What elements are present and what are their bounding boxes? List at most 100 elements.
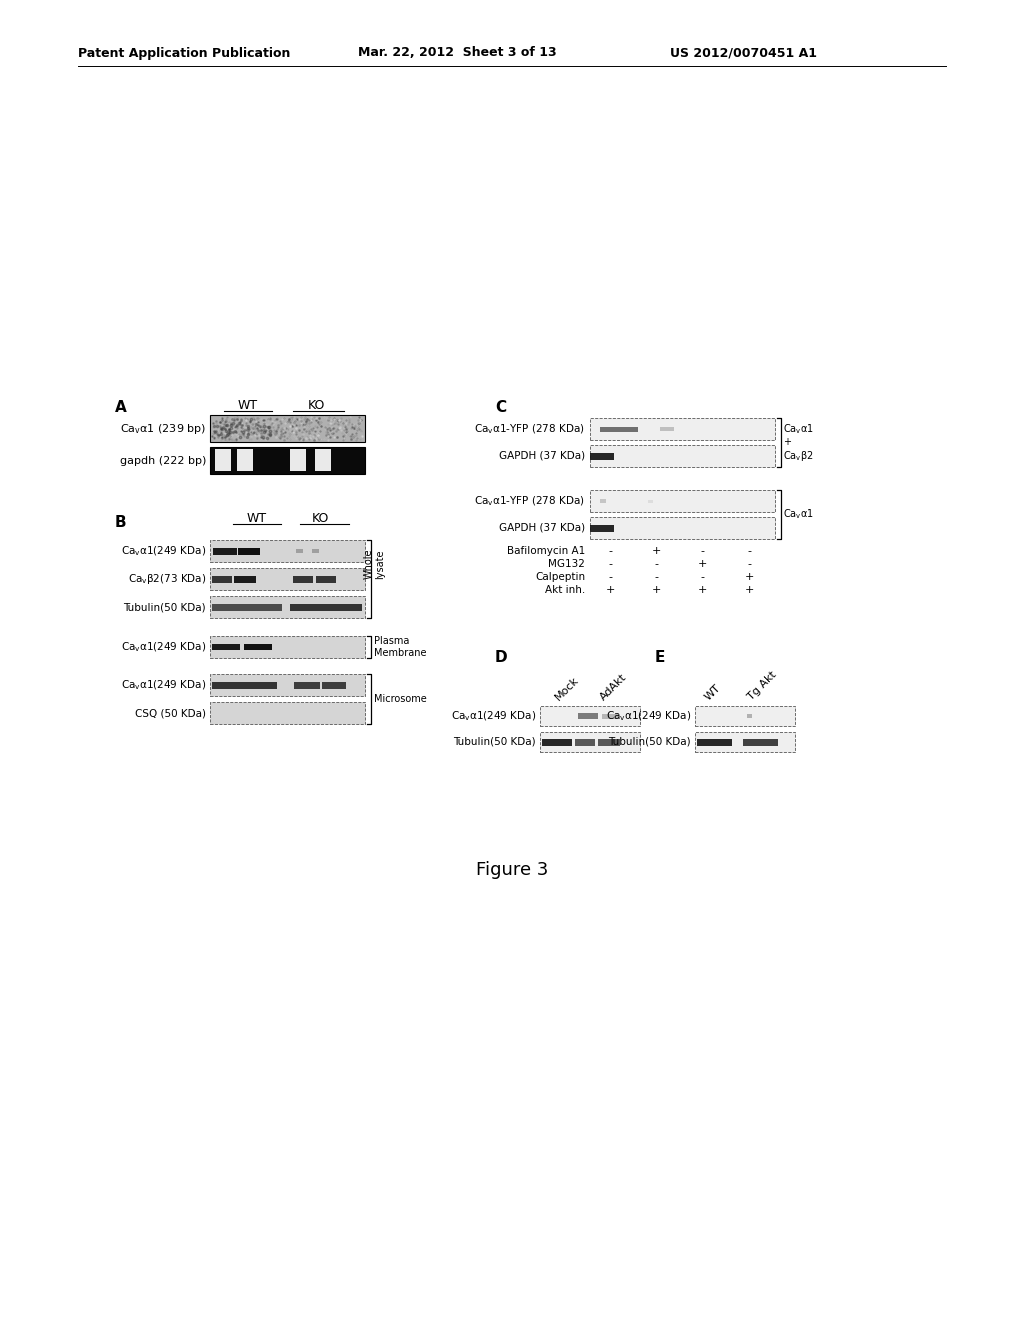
Bar	[212, 681, 278, 689]
Bar	[290, 449, 306, 471]
Text: +: +	[698, 585, 708, 595]
Bar	[290, 603, 362, 610]
Text: US 2012/0070451 A1: US 2012/0070451 A1	[670, 46, 817, 59]
Text: -: -	[748, 546, 751, 556]
Bar	[238, 548, 260, 554]
Bar	[315, 449, 331, 471]
Text: Patent Application Publication: Patent Application Publication	[78, 46, 291, 59]
Text: GAPDH (37 KDa): GAPDH (37 KDa)	[499, 523, 585, 533]
Bar	[598, 738, 620, 746]
Bar	[697, 738, 732, 746]
Bar	[316, 576, 336, 582]
Bar	[237, 449, 253, 471]
Bar	[590, 418, 775, 440]
Text: Calpeptin: Calpeptin	[535, 572, 585, 582]
Bar	[540, 733, 640, 752]
Bar	[695, 733, 795, 752]
Text: A: A	[115, 400, 127, 414]
Bar	[590, 445, 775, 467]
Text: MG132: MG132	[548, 558, 585, 569]
Text: +: +	[744, 585, 754, 595]
Bar	[244, 644, 272, 649]
Bar	[648, 499, 653, 503]
Bar	[746, 714, 752, 718]
Text: -: -	[654, 572, 658, 582]
Text: $\mathregular{Ca_v\alpha1}$(249 KDa): $\mathregular{Ca_v\alpha1}$(249 KDa)	[121, 640, 206, 653]
Bar	[212, 603, 282, 610]
Text: D: D	[495, 649, 508, 665]
Bar	[312, 549, 319, 553]
Bar	[213, 548, 237, 554]
Text: Tubulin(50 KDa): Tubulin(50 KDa)	[123, 602, 206, 612]
Text: -: -	[700, 546, 705, 556]
Text: C: C	[495, 400, 506, 414]
Text: Tubulin(50 KDa): Tubulin(50 KDa)	[608, 737, 691, 747]
Bar	[210, 597, 365, 618]
Bar	[660, 426, 674, 432]
Text: +: +	[652, 585, 662, 595]
Text: $\mathregular{Ca_v\alpha1}$(249 KDa): $\mathregular{Ca_v\alpha1}$(249 KDa)	[606, 709, 691, 723]
Text: $\mathregular{Ca_v\alpha1}$ (239 bp): $\mathregular{Ca_v\alpha1}$ (239 bp)	[120, 421, 206, 436]
Text: KO: KO	[311, 512, 329, 525]
Bar	[210, 675, 365, 696]
Text: $\mathregular{Ca_v\alpha1}$-YFP (278 KDa): $\mathregular{Ca_v\alpha1}$-YFP (278 KDa…	[474, 494, 585, 508]
Bar	[212, 644, 240, 649]
Text: Mock: Mock	[553, 675, 581, 702]
Text: AdAkt: AdAkt	[598, 672, 629, 702]
Bar	[575, 738, 595, 746]
Bar	[322, 681, 346, 689]
Text: Figure 3: Figure 3	[476, 861, 548, 879]
Text: CSQ (50 KDa): CSQ (50 KDa)	[135, 708, 206, 718]
Bar	[602, 714, 618, 718]
Text: -: -	[608, 546, 612, 556]
Bar	[578, 713, 598, 719]
Text: $\mathregular{Ca_v\alpha1}$
+
$\mathregular{Ca_v\beta2}$: $\mathregular{Ca_v\alpha1}$ + $\mathregu…	[783, 422, 814, 463]
Text: $\mathregular{Ca_v\alpha1}$-YFP (278 KDa): $\mathregular{Ca_v\alpha1}$-YFP (278 KDa…	[474, 422, 585, 436]
Text: -: -	[700, 572, 705, 582]
Bar	[210, 447, 365, 474]
Text: Plasma
Membrane: Plasma Membrane	[374, 636, 427, 657]
Text: Microsome: Microsome	[374, 694, 427, 704]
Bar	[590, 490, 775, 512]
Bar	[210, 540, 365, 562]
Text: $\mathregular{Ca_v\alpha1}$: $\mathregular{Ca_v\alpha1}$	[783, 508, 814, 521]
Text: Tubulin(50 KDa): Tubulin(50 KDa)	[454, 737, 536, 747]
Text: Tg Akt: Tg Akt	[745, 669, 778, 702]
Text: WT: WT	[238, 399, 258, 412]
Text: Bafilomycin A1: Bafilomycin A1	[507, 546, 585, 556]
Text: Akt inh.: Akt inh.	[545, 585, 585, 595]
Bar	[210, 568, 365, 590]
Text: -: -	[608, 572, 612, 582]
Bar	[234, 576, 256, 582]
Text: +: +	[652, 546, 662, 556]
Text: $\mathregular{Ca_v\beta2}$(73 KDa): $\mathregular{Ca_v\beta2}$(73 KDa)	[128, 572, 206, 586]
Bar	[294, 681, 319, 689]
Text: WT: WT	[702, 682, 723, 702]
Bar	[540, 706, 640, 726]
Text: E: E	[655, 649, 666, 665]
Text: KO: KO	[307, 399, 325, 412]
Text: -: -	[608, 558, 612, 569]
Text: $\mathregular{Ca_v\alpha1}$(249 KDa): $\mathregular{Ca_v\alpha1}$(249 KDa)	[121, 544, 206, 558]
Text: +: +	[744, 572, 754, 582]
Text: Mar. 22, 2012  Sheet 3 of 13: Mar. 22, 2012 Sheet 3 of 13	[358, 46, 557, 59]
Text: -: -	[654, 558, 658, 569]
Bar	[210, 702, 365, 723]
Bar	[600, 426, 638, 432]
Text: GAPDH (37 KDa): GAPDH (37 KDa)	[499, 451, 585, 461]
Bar	[293, 576, 313, 582]
Text: +: +	[605, 585, 615, 595]
Bar	[590, 524, 614, 532]
Bar	[215, 449, 231, 471]
Text: B: B	[115, 515, 127, 531]
Text: -: -	[748, 558, 751, 569]
Bar	[296, 549, 303, 553]
Bar	[212, 576, 232, 582]
Text: Whole
lysate: Whole lysate	[364, 549, 385, 579]
Bar	[743, 738, 778, 746]
Text: $\mathregular{Ca_v\alpha1}$(249 KDa): $\mathregular{Ca_v\alpha1}$(249 KDa)	[121, 678, 206, 692]
Bar	[590, 517, 775, 539]
Bar	[600, 499, 606, 503]
Text: WT: WT	[247, 512, 267, 525]
Text: +: +	[698, 558, 708, 569]
